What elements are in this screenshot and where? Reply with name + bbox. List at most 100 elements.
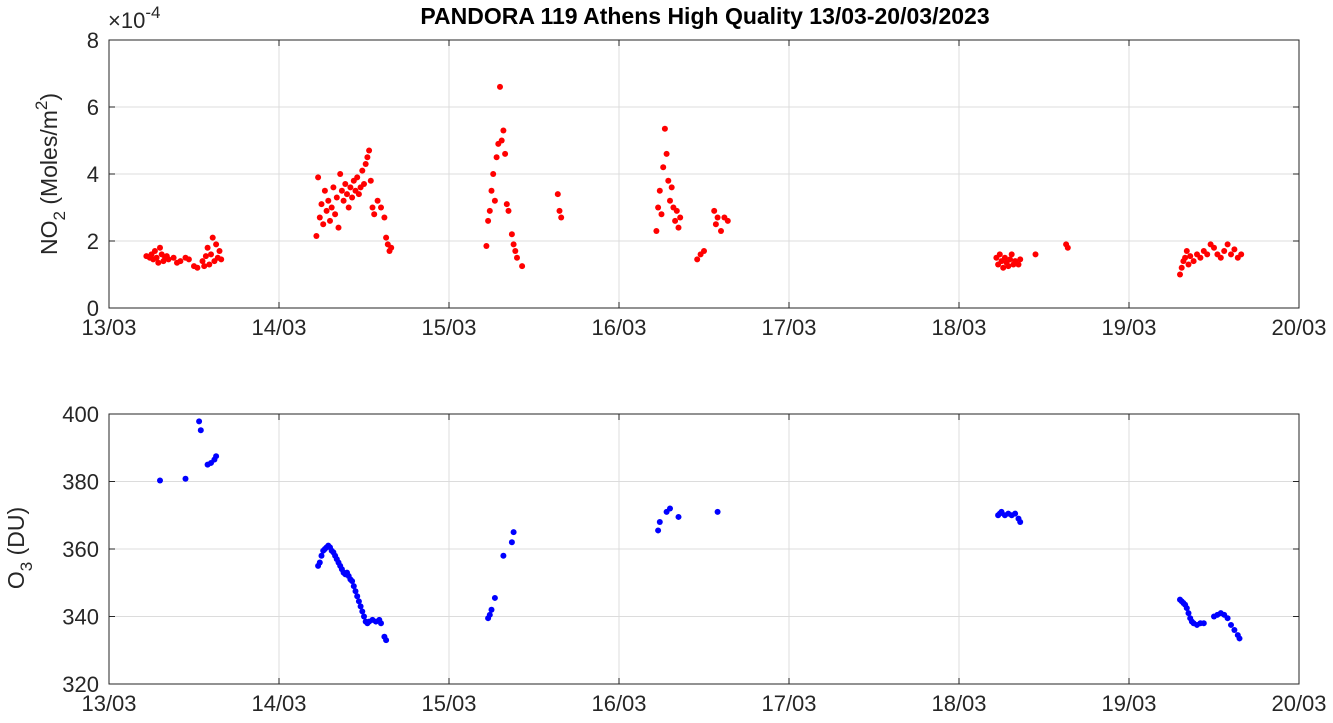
no2-data-point bbox=[658, 211, 665, 218]
o3-data-point bbox=[355, 598, 362, 605]
o3-data-point bbox=[1017, 519, 1024, 525]
no2-data-point bbox=[1032, 251, 1039, 258]
no2-data-point bbox=[362, 160, 369, 167]
no2-data-point bbox=[677, 214, 684, 221]
no2-data-point bbox=[194, 264, 201, 271]
no2-data-point bbox=[1182, 254, 1189, 261]
no2-data-point bbox=[498, 137, 505, 144]
no2-data-point bbox=[327, 217, 333, 224]
no2-data-point bbox=[675, 224, 682, 231]
no2-data-point bbox=[663, 150, 670, 157]
no2-data-point bbox=[366, 147, 373, 154]
no2-y-tick-label: 8 bbox=[87, 28, 99, 53]
chart-title: PANDORA 119 Athens High Quality 13/03-20… bbox=[420, 3, 989, 29]
ylabel-unit: (Moles/m bbox=[36, 110, 62, 211]
no2-data-point bbox=[383, 234, 390, 241]
no2-data-point bbox=[514, 254, 520, 261]
no2-data-point bbox=[660, 164, 667, 171]
no2-data-point bbox=[714, 214, 721, 221]
no2-data-point bbox=[1217, 254, 1224, 261]
no2-data-point bbox=[1000, 264, 1007, 271]
ylabel-unit-superscript: 2 bbox=[32, 101, 51, 110]
no2-y-tick-label: 4 bbox=[87, 162, 99, 187]
no2-data-point bbox=[673, 207, 680, 214]
no2-data-point bbox=[712, 221, 719, 228]
no2-data-point bbox=[1224, 241, 1231, 248]
o3-data-point bbox=[1224, 615, 1231, 622]
o3-data-point bbox=[318, 552, 325, 559]
no2-data-point bbox=[218, 256, 225, 263]
o3-data-point bbox=[1236, 635, 1243, 642]
o3-y-tick-label: 360 bbox=[62, 537, 99, 562]
o3-data-point bbox=[354, 593, 361, 600]
o3-data-point bbox=[1183, 605, 1190, 612]
no2-x-tick-label: 14/03 bbox=[251, 315, 306, 340]
no2-data-point bbox=[165, 256, 172, 263]
no2-data-point bbox=[323, 207, 330, 214]
no2-data-point bbox=[354, 174, 361, 181]
no2-data-point bbox=[656, 187, 663, 194]
o3-x-tick-label: 17/03 bbox=[761, 691, 816, 716]
no2-data-point bbox=[1238, 251, 1245, 258]
no2-data-point bbox=[1015, 261, 1022, 268]
no2-data-point bbox=[367, 177, 374, 184]
no2-data-point bbox=[330, 184, 337, 191]
no2-data-point bbox=[1204, 251, 1211, 258]
no2-data-point bbox=[554, 191, 561, 198]
no2-data-point bbox=[344, 191, 350, 198]
o3-data-point bbox=[1200, 620, 1207, 627]
no2-data-point bbox=[206, 261, 213, 268]
no2-data-point bbox=[338, 187, 345, 194]
no2-data-point bbox=[371, 211, 378, 218]
no2-data-point bbox=[558, 214, 565, 221]
no2-x-tick-label: 15/03 bbox=[421, 315, 476, 340]
no2-data-point bbox=[1185, 261, 1192, 268]
o3-x-tick-label: 20/03 bbox=[1271, 691, 1326, 716]
no2-data-point bbox=[505, 207, 512, 214]
no2-data-point bbox=[653, 227, 660, 234]
o3-x-tick-label: 13/03 bbox=[81, 691, 136, 716]
no2-data-point bbox=[202, 253, 209, 260]
o3-data-point bbox=[667, 505, 673, 512]
no2-data-point bbox=[519, 263, 526, 270]
no2-data-point bbox=[694, 256, 701, 263]
no2-data-point bbox=[313, 232, 320, 239]
no2-data-point bbox=[493, 154, 500, 161]
o3-data-point bbox=[197, 427, 204, 434]
no2-data-point bbox=[374, 197, 381, 204]
no2-data-point bbox=[1228, 251, 1234, 258]
no2-data-point bbox=[340, 197, 347, 204]
o3-data-point bbox=[1228, 621, 1234, 628]
no2-y-tick-label: 0 bbox=[87, 296, 99, 321]
no2-data-point bbox=[1197, 254, 1204, 261]
ylabel-unit: (DU) bbox=[3, 507, 29, 562]
no2-data-point bbox=[355, 191, 362, 198]
no2-data-point bbox=[661, 125, 668, 132]
ylabel-unit-close: ) bbox=[36, 93, 62, 101]
no2-data-point bbox=[1183, 248, 1190, 255]
o3-data-point bbox=[714, 508, 721, 515]
no2-data-point bbox=[1211, 244, 1217, 251]
no2-data-point bbox=[388, 244, 395, 251]
no2-data-point bbox=[1177, 271, 1183, 278]
o3-data-point bbox=[349, 578, 356, 585]
no2-data-point bbox=[718, 227, 724, 234]
o3-data-point bbox=[357, 603, 364, 610]
o3-panel: O3 (DU) 13/03 14/03 15/03 16/03 17/03 18/03 19… bbox=[3, 402, 1327, 716]
o3-data-point bbox=[213, 453, 220, 460]
no2-data-point bbox=[1231, 246, 1238, 253]
o3-x-tick-label: 19/03 bbox=[1101, 691, 1156, 716]
no2-data-point bbox=[361, 181, 367, 188]
no2-data-point bbox=[157, 244, 163, 251]
no2-data-point bbox=[328, 204, 335, 211]
o3-data-point bbox=[655, 527, 662, 534]
no2-data-point bbox=[1064, 244, 1071, 251]
no2-data-point bbox=[208, 251, 214, 258]
o3-data-point bbox=[378, 620, 384, 627]
no2-data-point bbox=[199, 258, 206, 265]
exponent-power: -4 bbox=[145, 3, 160, 22]
no2-data-point bbox=[321, 187, 328, 194]
no2-data-point bbox=[359, 167, 366, 174]
no2-x-tick-label: 18/03 bbox=[931, 315, 986, 340]
